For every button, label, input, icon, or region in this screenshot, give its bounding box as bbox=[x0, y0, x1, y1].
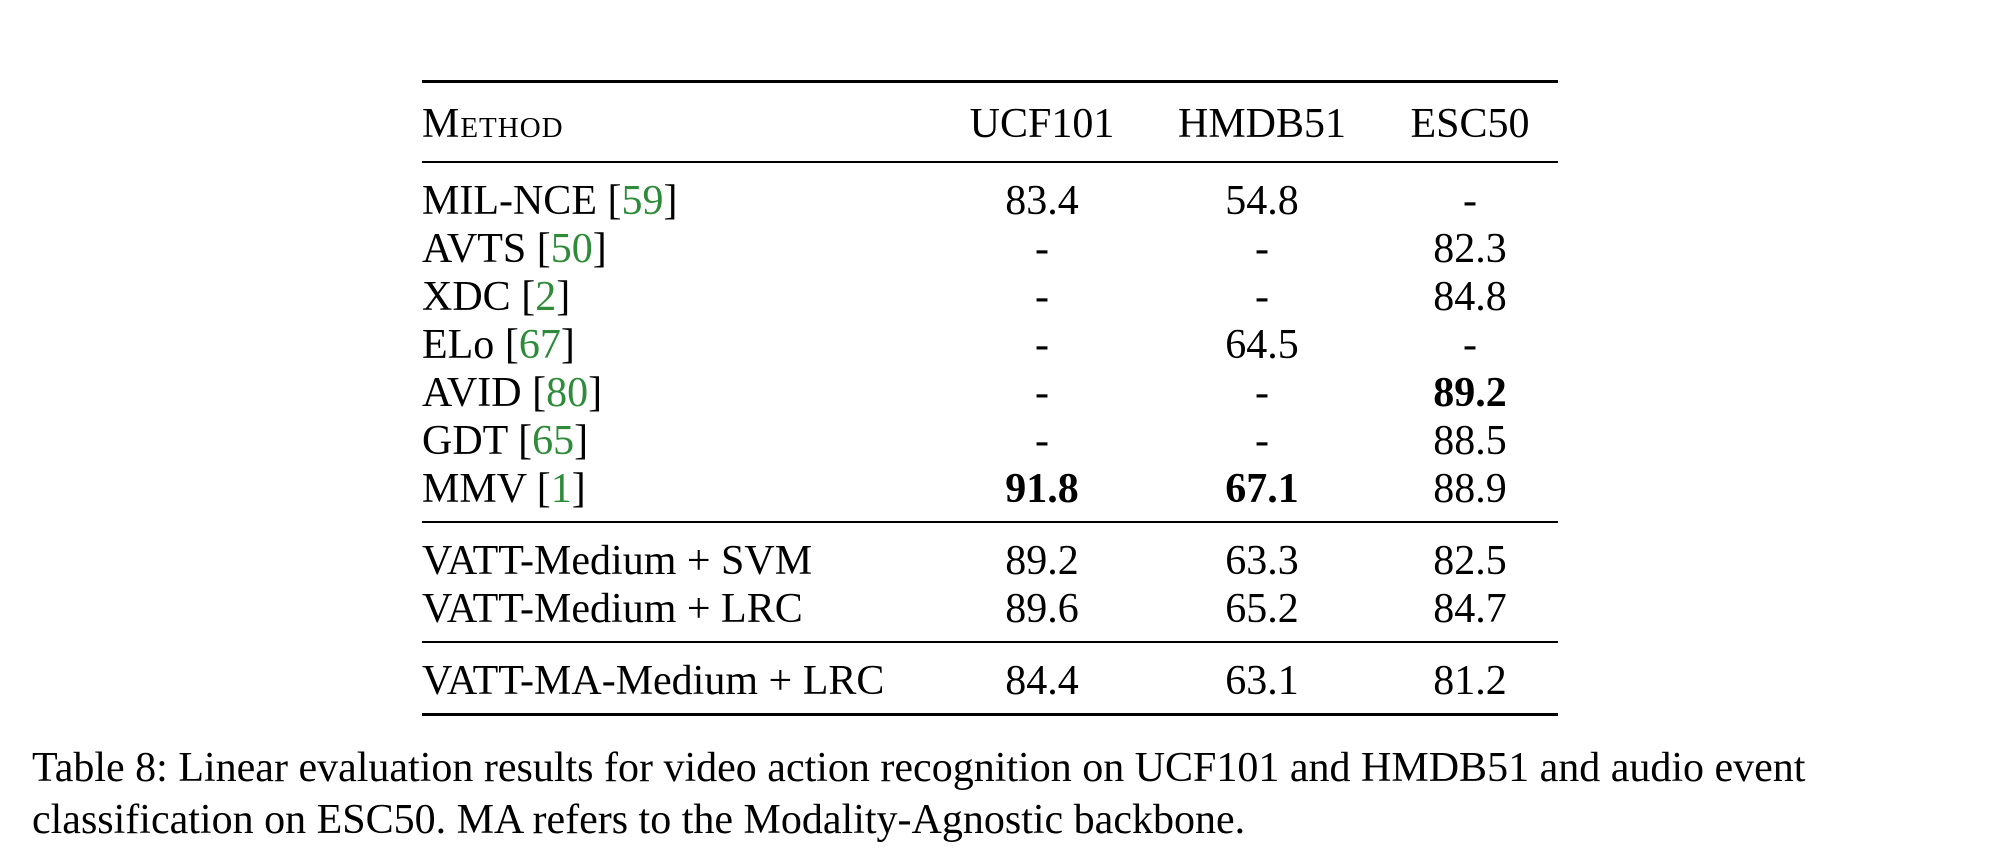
cell-hmdb51: - bbox=[1255, 370, 1269, 416]
method-name: AVID bbox=[422, 370, 522, 416]
cell-ucf101: - bbox=[1035, 274, 1049, 320]
method-name: GDT bbox=[422, 418, 508, 464]
table-caption: Table 8: Linear evaluation results for v… bbox=[32, 745, 1806, 843]
cell-hmdb51: - bbox=[1255, 418, 1269, 464]
table-row: VATT-Medium + SVM 89.2 63.3 82.5 bbox=[422, 521, 1558, 585]
cell-ucf101: - bbox=[1035, 418, 1049, 464]
method-name: XDC bbox=[422, 274, 511, 320]
cell-esc50: 88.5 bbox=[1433, 418, 1507, 464]
cell-method: MMV [1] bbox=[422, 466, 586, 512]
table-row: MIL-NCE [59] 83.4 54.8 - bbox=[422, 162, 1558, 225]
cell-hmdb51: 54.8 bbox=[1225, 178, 1299, 224]
cell-ucf101: - bbox=[1035, 226, 1049, 272]
header-hmdb51: HMDB51 bbox=[1142, 80, 1382, 163]
table-row: VATT-MA-Medium + LRC 84.4 63.1 81.2 bbox=[422, 641, 1558, 716]
citation-link[interactable]: 65 bbox=[532, 418, 575, 464]
method-name: VATT-Medium + SVM bbox=[422, 538, 813, 584]
cell-method: XDC [2] bbox=[422, 274, 571, 320]
cell-ucf101: 89.6 bbox=[1005, 586, 1079, 632]
table-group-1: MIL-NCE [59] 83.4 54.8- AVTS [50] - -82.3 XDC … bbox=[422, 162, 1558, 522]
cell-ucf101: - bbox=[1035, 322, 1049, 368]
cell-hmdb51: 64.5 bbox=[1225, 322, 1299, 368]
cell-hmdb51: - bbox=[1255, 274, 1269, 320]
citation-link[interactable]: 2 bbox=[535, 274, 557, 320]
cell-method: AVTS [50] bbox=[422, 226, 607, 272]
citation-link[interactable]: 80 bbox=[546, 370, 589, 416]
cell-hmdb51: 67.1 bbox=[1225, 466, 1299, 512]
table-row: ELo [67] - 64.5 - bbox=[422, 321, 1558, 369]
cell-esc50: - bbox=[1463, 178, 1477, 224]
cell-esc50: 84.7 bbox=[1433, 586, 1507, 632]
cell-hmdb51: 63.3 bbox=[1142, 521, 1382, 585]
header-ucf101: UCF101 bbox=[942, 80, 1142, 163]
cell-hmdb51: - bbox=[1255, 226, 1269, 272]
table-row: AVTS [50] - - 82.3 bbox=[422, 225, 1558, 273]
header-esc50: ESC50 bbox=[1382, 80, 1558, 163]
citation-link[interactable]: 59 bbox=[621, 178, 664, 224]
method-name: ELo bbox=[422, 322, 495, 368]
method-name: VATT-MA-Medium + LRC bbox=[422, 658, 885, 704]
citation-link[interactable]: 1 bbox=[550, 466, 572, 512]
method-name: MIL-NCE bbox=[422, 178, 597, 224]
cell-esc50: 88.9 bbox=[1433, 466, 1507, 512]
table-row: VATT-Medium + LRC 89.6 65.2 84.7 bbox=[422, 585, 1558, 642]
cell-esc50: 84.8 bbox=[1433, 274, 1507, 320]
results-table: Method UCF101 HMDB51 ESC50 MIL-NCE [59] 8… bbox=[422, 80, 1558, 716]
results-table-container: Method UCF101 HMDB51 ESC50 MIL-NCE [59] 8… bbox=[422, 80, 1558, 716]
cell-method: VATT-MA-Medium + LRC bbox=[422, 641, 942, 716]
citation-link[interactable]: 67 bbox=[518, 322, 561, 368]
header-row: Method UCF101 HMDB51 ESC50 bbox=[422, 80, 1558, 163]
cell-esc50: 81.2 bbox=[1382, 641, 1558, 716]
cell-method: ELo [67] bbox=[422, 322, 575, 368]
table-group-2: VATT-Medium + SVM 89.2 63.3 82.5 VATT-Medium… bbox=[422, 521, 1558, 642]
header-method: Method bbox=[422, 80, 942, 163]
cell-ucf101: - bbox=[1035, 370, 1049, 416]
cell-ucf101: 89.2 bbox=[942, 521, 1142, 585]
method-name: VATT-Medium + LRC bbox=[422, 586, 803, 632]
table-row: MMV [1] 91.8 67.1 88.9 bbox=[422, 465, 1558, 522]
method-name: MMV bbox=[422, 466, 527, 512]
cell-method: AVID [80] bbox=[422, 370, 603, 416]
cell-method: GDT [65] bbox=[422, 418, 589, 464]
cell-hmdb51: 63.1 bbox=[1142, 641, 1382, 716]
table-row: GDT [65] - - 88.5 bbox=[422, 417, 1558, 465]
table-header: Method UCF101 HMDB51 ESC50 bbox=[422, 80, 1558, 163]
cell-hmdb51: 65.2 bbox=[1225, 586, 1299, 632]
cell-method: VATT-Medium + SVM bbox=[422, 521, 942, 585]
cell-esc50: 82.3 bbox=[1433, 226, 1507, 272]
cell-esc50: 82.5 bbox=[1382, 521, 1558, 585]
cell-method: VATT-Medium + LRC bbox=[422, 585, 942, 642]
cell-ucf101: 91.8 bbox=[1005, 466, 1079, 512]
citation-link[interactable]: 50 bbox=[550, 226, 593, 272]
cell-ucf101: 83.4 bbox=[1005, 178, 1079, 224]
table-group-3: VATT-MA-Medium + LRC 84.4 63.1 81.2 bbox=[422, 641, 1558, 716]
cell-esc50: - bbox=[1463, 322, 1477, 368]
cell-method: MIL-NCE [59] bbox=[422, 178, 678, 224]
cell-esc50: 89.2 bbox=[1433, 370, 1507, 416]
cell-ucf101: 84.4 bbox=[942, 641, 1142, 716]
table-row: AVID [80] - - 89.2 bbox=[422, 369, 1558, 417]
table-row: XDC [2] - - 84.8 bbox=[422, 273, 1558, 321]
method-name: AVTS bbox=[422, 226, 527, 272]
